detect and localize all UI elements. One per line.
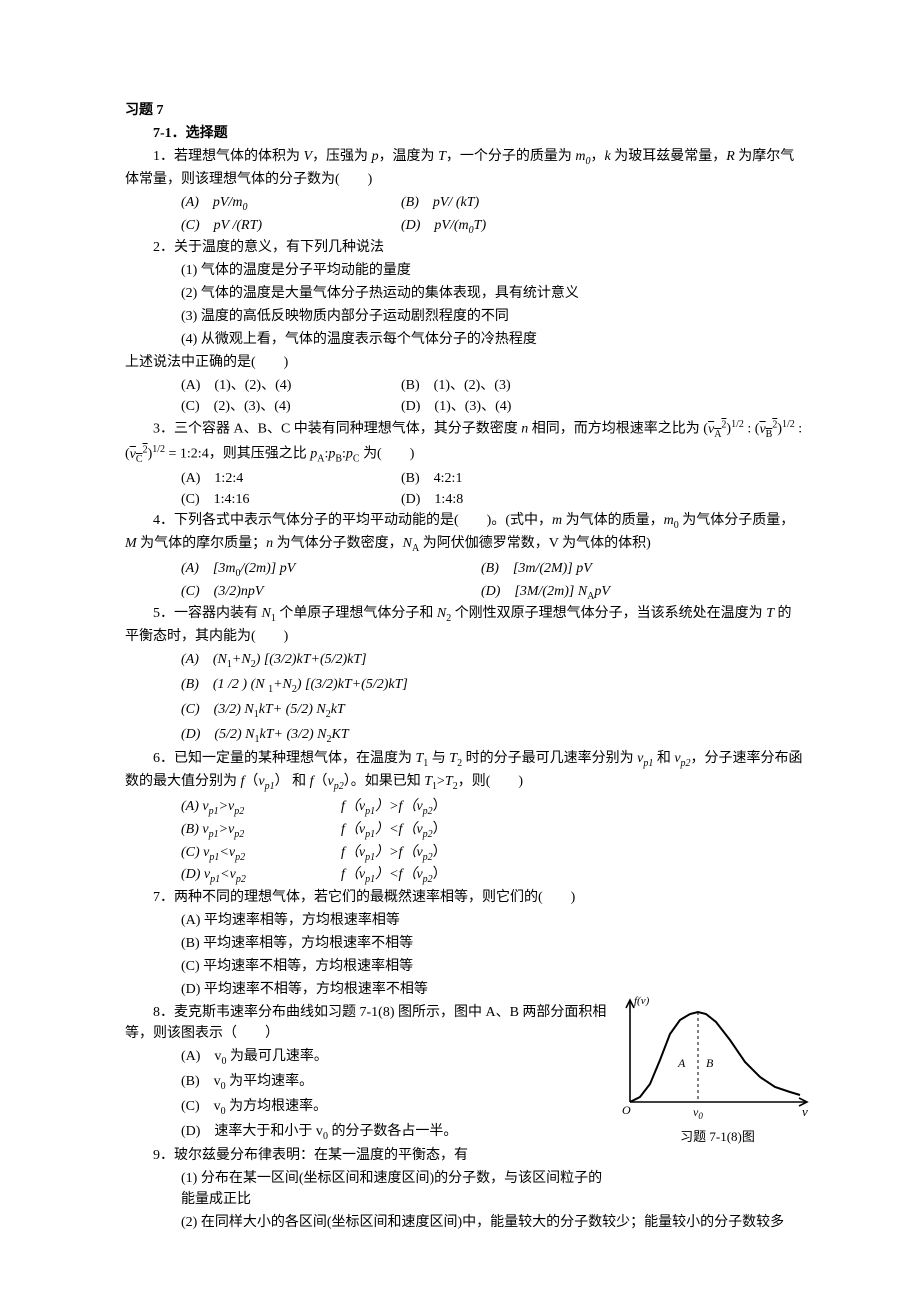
figure-caption: 习题 7-1(8)图	[620, 1127, 815, 1147]
q3-opt-c: (C) 1:4:16	[181, 489, 401, 510]
svg-text:v: v	[802, 1104, 808, 1119]
q2-opt-d: (D) (1)、(3)、(4)	[401, 396, 621, 417]
q1-opt-c: (C) pV /(RT)	[181, 215, 401, 238]
q5-opt-d: (D) (5/2) N1kT+ (3/2) N2KT	[181, 724, 805, 747]
q5-opt-c: (C) (3/2) N1kT+ (5/2) N2kT	[181, 699, 805, 722]
q3-opt-b: (B) 4:2:1	[401, 468, 621, 489]
q2-s1: (1) 气体的温度是分子平均动能的量度	[181, 260, 805, 281]
q1-opt-a: (A) pV/m0	[181, 192, 401, 215]
q8-figure: f(v) v O A Bv0 习题 7-1(8)图	[620, 992, 815, 1147]
q7-opt-c: (C) 平均速率不相等，方均根速率相等	[181, 956, 805, 977]
q2-tail: 上述说法中正确的是( )	[125, 352, 805, 373]
q2-s2: (2) 气体的温度是大量气体分子热运动的集体表现，具有统计意义	[181, 283, 805, 304]
q1-options: (A) pV/m0 (B) pV/ (kT)	[181, 192, 805, 215]
q2-opt-c: (C) (2)、(3)、(4)	[181, 396, 401, 417]
q2-s4: (4) 从微观上看，气体的温度表示每个气体分子的冷热程度	[181, 329, 805, 350]
q4-opt-c: (C) (3/2)npV	[181, 581, 481, 604]
q5-opt-a: (A) (N1+N2) [(3/2)kT+(5/2)kT]	[181, 649, 805, 672]
q3-options: (A) 1:2:4 (B) 4:2:1	[181, 468, 805, 489]
q4-opt-d: (D) [3M/(2m)] NApV	[481, 581, 701, 604]
q3-opt-d: (D) 1:4:8	[401, 489, 621, 510]
svg-text:f(v): f(v)	[634, 995, 650, 1007]
q1-stem: 1．若理想气体的体积为 V，压强为 p，温度为 T，一个分子的质量为 m0，k …	[125, 146, 805, 190]
q4-opt-a: (A) [3m0/(2m)] pV	[181, 558, 481, 581]
q2-opt-b: (B) (1)、(2)、(3)	[401, 375, 621, 396]
q3-opt-a: (A) 1:2:4	[181, 468, 401, 489]
svg-text:O: O	[622, 1103, 631, 1117]
q9-s2: (2) 在同样大小的各区间(坐标区间和速度区间)中，能量较大的分子数较少；能量较…	[181, 1212, 805, 1233]
q7-stem: 7．两种不同的理想气体，若它们的最概然速率相等，则它们的( )	[125, 887, 805, 908]
q6-opt-d: (D) vp1<vp2 f（vp1）<f（vp2）	[181, 864, 805, 887]
q4-stem: 4．下列各式中表示气体分子的平均平动动能的是( )。(式中，m 为气体的质量，m…	[125, 510, 805, 556]
chapter-title: 习题 7	[125, 100, 805, 121]
q5-opt-b: (B) (1 /2 ) (N 1+N2) [(3/2)kT+(5/2)kT]	[181, 674, 805, 697]
q2-s3: (3) 温度的高低反映物质内部分子运动剧烈程度的不同	[181, 306, 805, 327]
q7-opt-b: (B) 平均速率相等，方均根速率不相等	[181, 933, 805, 954]
q4-options: (A) [3m0/(2m)] pV (B) [3m/(2M)] pV	[181, 558, 805, 581]
q7-opt-a: (A) 平均速率相等，方均根速率相等	[181, 910, 805, 931]
q9-stem: 9．玻尔兹曼分布律表明：在某一温度的平衡态，有	[125, 1145, 805, 1166]
q2-options: (A) (1)、(2)、(4) (B) (1)、(2)、(3)	[181, 375, 805, 396]
q6-opt-b: (B) vp1>vp2 f（vp1）<f（vp2）	[181, 819, 805, 842]
q6-opt-c: (C) vp1<vp2 f（vp1）>f（vp2）	[181, 842, 805, 865]
q1-opt-d: (D) pV/(m0T)	[401, 215, 621, 238]
section-title: 7-1．选择题	[125, 123, 805, 144]
svg-text:v0: v0	[693, 1105, 703, 1121]
q5-stem: 5．一容器内装有 N1 个单原子理想气体分子和 N2 个刚性双原子理想气体分子，…	[125, 603, 805, 647]
svg-text:A: A	[677, 1056, 686, 1070]
q1-opt-b: (B) pV/ (kT)	[401, 192, 621, 215]
maxwell-curve-chart: f(v) v O A Bv0	[620, 992, 815, 1127]
svg-text:B: B	[706, 1056, 714, 1070]
q6-opt-a: (A) vp1>vp2 f（vp1）>f（vp2）	[181, 796, 805, 819]
q2-opt-a: (A) (1)、(2)、(4)	[181, 375, 401, 396]
q2-stem: 2．关于温度的意义，有下列几种说法	[125, 237, 805, 258]
q4-opt-b: (B) [3m/(2M)] pV	[481, 558, 701, 581]
q3-stem: 3．三个容器 A、B、C 中装有同种理想气体，其分子数密度 n 相同，而方均根速…	[125, 417, 805, 466]
q9-s1: (1) 分布在某一区间(坐标区间和速度区间)的分子数，与该区间粒子的能量成正比	[181, 1168, 805, 1210]
q6-stem: 6．已知一定量的某种理想气体，在温度为 T1 与 T2 时的分子最可几速率分别为…	[125, 748, 805, 794]
